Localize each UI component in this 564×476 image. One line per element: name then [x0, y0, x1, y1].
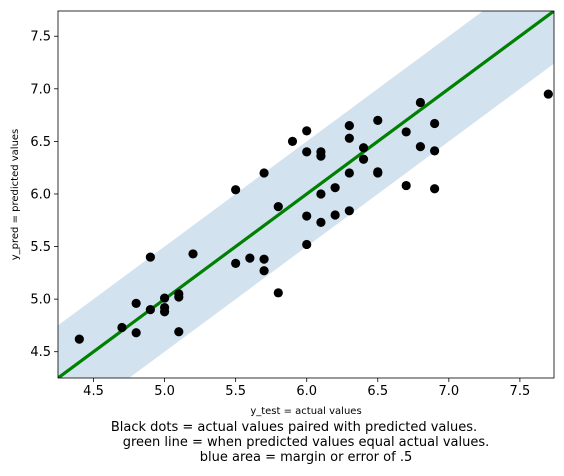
y-tick-label: 6.5: [30, 135, 51, 150]
data-point: [302, 147, 312, 157]
x-tick-label: 7.0: [438, 384, 459, 399]
caption-line-3: blue area = margin or error of .5: [200, 450, 412, 465]
data-point: [430, 184, 440, 194]
data-point: [401, 180, 411, 191]
data-point: [231, 185, 241, 195]
data-point: [174, 292, 184, 302]
data-point: [131, 298, 141, 308]
data-point: [159, 307, 170, 317]
x-axis-label: y_test = actual values: [250, 406, 361, 417]
data-point: [259, 254, 269, 264]
x-tick-label: 4.5: [83, 384, 104, 399]
data-point: [273, 201, 283, 212]
data-point: [330, 210, 340, 220]
y-tick-label: 5.0: [30, 293, 51, 308]
data-point: [430, 118, 440, 129]
x-axis: 4.5 5.0 5.5 6.0 6.5 7.0 7.5: [83, 378, 530, 399]
data-point: [316, 217, 326, 227]
data-point: [302, 211, 312, 221]
caption-line-2: green line = when predicted values equal…: [123, 435, 490, 450]
y-tick-label: 7.5: [30, 30, 51, 45]
y-tick-label: 4.5: [30, 345, 51, 360]
data-point: [287, 136, 298, 146]
data-point: [259, 266, 269, 276]
data-point: [117, 322, 127, 333]
data-point: [344, 206, 354, 216]
y-tick-label: 7.0: [30, 82, 51, 97]
data-point: [188, 249, 198, 259]
data-point: [302, 126, 312, 136]
data-point: [302, 239, 312, 250]
y-tick-label: 6.0: [30, 187, 51, 202]
x-tick-label: 7.5: [510, 384, 531, 399]
data-point: [273, 288, 283, 298]
data-point: [245, 253, 255, 263]
data-point: [330, 183, 340, 193]
plot-frame: [57, 10, 555, 379]
data-point: [145, 305, 155, 315]
data-point: [373, 168, 383, 178]
data-point: [415, 142, 426, 152]
data-point: [430, 146, 440, 156]
data-point: [415, 97, 426, 108]
points-layer: [74, 89, 553, 344]
data-point: [344, 121, 354, 131]
data-point: [358, 143, 369, 153]
data-point: [145, 252, 155, 262]
data-point: [344, 168, 354, 178]
x-tick-label: 5.5: [225, 384, 246, 399]
y-axis-label: y_pred = predicted values: [10, 129, 21, 261]
data-point: [74, 334, 84, 344]
data-point: [131, 328, 141, 338]
data-point: [543, 89, 553, 99]
x-tick-label: 5.0: [154, 384, 175, 399]
data-point: [174, 327, 184, 337]
caption-line-1: Black dots = actual values paired with p…: [111, 420, 477, 435]
y-tick-label: 5.5: [30, 240, 51, 255]
data-point: [159, 293, 170, 303]
data-point: [358, 154, 369, 164]
data-point: [231, 258, 241, 268]
data-point: [316, 189, 326, 199]
x-tick-label: 6.5: [367, 384, 388, 399]
y-axis: 4.5 5.0 5.5 6.0 6.5 7.0 7.5: [30, 30, 58, 360]
data-point: [373, 115, 383, 125]
data-point: [316, 151, 326, 161]
data-point: [401, 127, 411, 137]
data-point: [344, 133, 354, 143]
data-point: [259, 168, 269, 178]
x-tick-label: 6.0: [296, 384, 317, 399]
